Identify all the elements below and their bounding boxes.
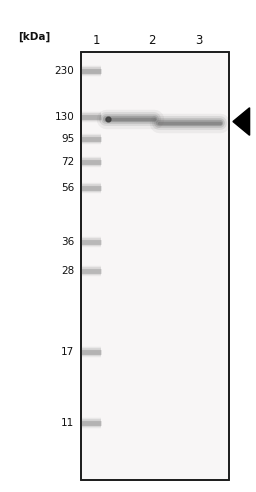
Text: 130: 130 [55, 112, 74, 122]
Text: 1: 1 [92, 34, 100, 47]
Text: 230: 230 [55, 66, 74, 76]
Text: 2: 2 [148, 34, 156, 47]
Text: 17: 17 [61, 347, 74, 357]
Bar [81, 52, 229, 480]
Text: 56: 56 [61, 183, 74, 193]
Text: 95: 95 [61, 134, 74, 144]
Text: 28: 28 [61, 266, 74, 276]
Bar [81, 52, 229, 480]
Polygon shape [233, 108, 250, 135]
Text: 3: 3 [195, 34, 202, 47]
Text: [kDa]: [kDa] [18, 32, 51, 42]
Text: 11: 11 [61, 418, 74, 428]
Text: 72: 72 [61, 157, 74, 167]
Text: 36: 36 [61, 237, 74, 247]
